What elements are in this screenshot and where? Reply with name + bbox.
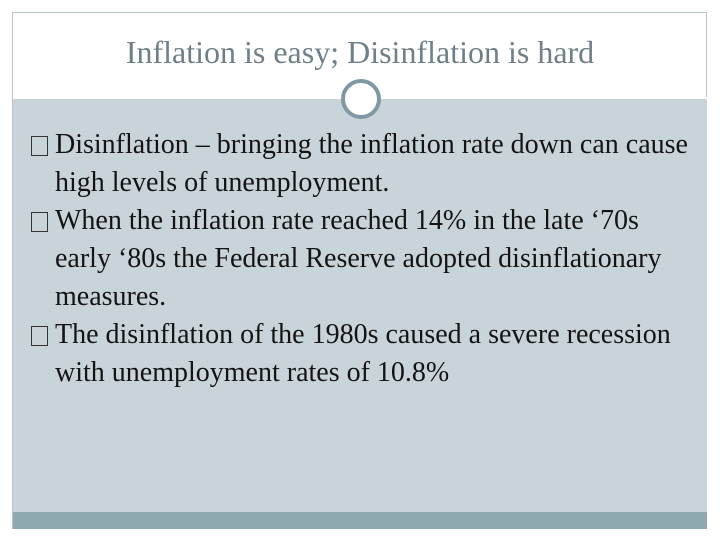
bullet-text: The disinflation of the 1980s caused a s… xyxy=(55,319,671,388)
bullet-text: When the inflation rate reached 14% in t… xyxy=(55,205,662,312)
content-panel xyxy=(13,98,707,512)
bullet-marker xyxy=(31,136,48,156)
bullet-item: The disinflation of the 1980s caused a s… xyxy=(30,316,695,392)
bullet-item: When the inflation rate reached 14% in t… xyxy=(30,202,695,316)
slide-title: Inflation is easy; Disinflation is hard xyxy=(125,34,595,70)
bullet-text: Disinflation – bringing the inflation ra… xyxy=(55,129,688,198)
bullet-item: Disinflation – bringing the inflation ra… xyxy=(30,126,695,202)
bullet-marker xyxy=(31,326,48,346)
footer-strip xyxy=(13,512,707,529)
divider-circle xyxy=(341,79,381,119)
bullet-list: Disinflation – bringing the inflation ra… xyxy=(30,126,695,392)
bullet-marker xyxy=(31,212,48,232)
